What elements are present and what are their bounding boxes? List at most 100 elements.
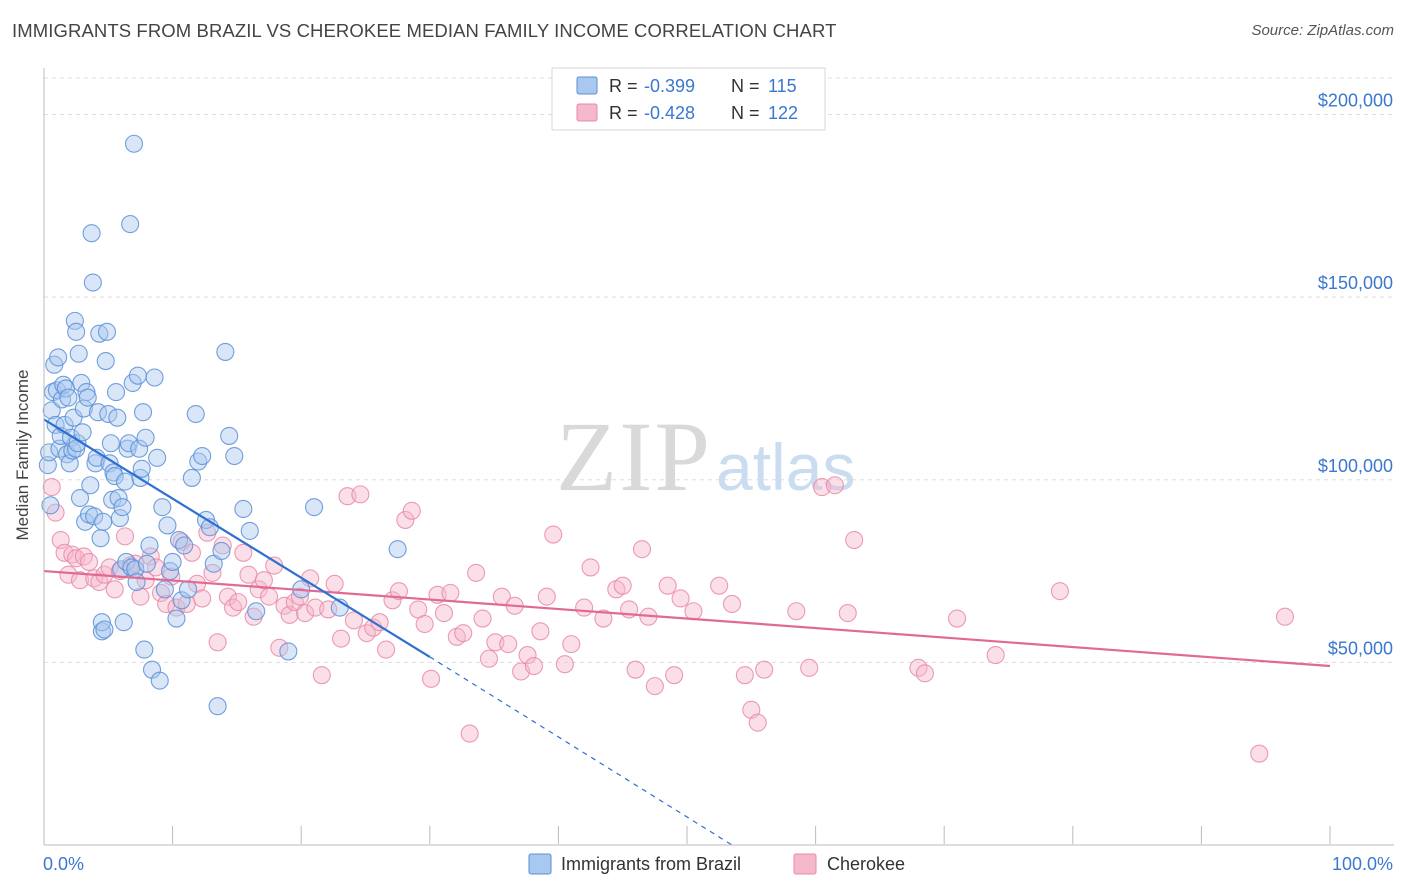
brazil-point xyxy=(121,215,140,234)
brazil-point xyxy=(105,467,124,486)
stats-legend-box xyxy=(551,67,826,131)
brazil-point xyxy=(212,541,231,561)
brazil-point xyxy=(234,499,253,519)
brazil-point xyxy=(388,540,407,559)
stats-legend: R = -0.399 N = 115 R = -0.428 N = 122 xyxy=(551,67,826,131)
legend-r-label-brazil: R = xyxy=(609,76,638,96)
brazil-point xyxy=(163,552,182,571)
cherokee-point xyxy=(370,613,389,632)
brazil-point xyxy=(69,344,88,363)
cherokee-point xyxy=(213,536,232,555)
cherokee-point xyxy=(351,485,370,504)
cherokee-point xyxy=(55,543,74,562)
cherokee-point xyxy=(1050,582,1069,601)
cherokee-point xyxy=(645,677,664,696)
cherokee-point xyxy=(665,666,684,685)
legend-n-value-brazil: 115 xyxy=(768,76,797,96)
brazil-point xyxy=(305,498,324,517)
brazil-point xyxy=(127,572,146,592)
brazil-trend-line xyxy=(43,418,431,658)
cherokee-point xyxy=(467,563,486,582)
brazil-point xyxy=(150,671,169,690)
cherokee-point xyxy=(986,646,1005,665)
x-tick-label-max: 100.0% xyxy=(1332,854,1393,874)
cherokee-point xyxy=(115,527,135,546)
chart-source: Source: ZipAtlas.com xyxy=(1251,22,1394,39)
cherokee-point xyxy=(671,589,690,608)
legend-swatch-cherokee xyxy=(576,103,598,122)
cherokee-point xyxy=(594,609,613,628)
cherokee-point xyxy=(259,587,279,606)
brazil-point xyxy=(91,529,110,548)
brazil-point xyxy=(73,423,92,442)
legend-swatch-brazil xyxy=(576,76,598,95)
cherokee-point xyxy=(389,582,408,601)
cherokee-point xyxy=(441,583,460,603)
legend-n-label-cherokee: N = xyxy=(731,103,760,123)
cherokee-point xyxy=(434,604,453,623)
cherokee-point xyxy=(800,658,819,677)
cherokee-point xyxy=(613,576,632,595)
series-legend-label-cherokee: Cherokee xyxy=(827,854,905,874)
cherokee-point xyxy=(203,563,222,582)
brazil-point xyxy=(68,434,87,453)
cherokee-point xyxy=(275,596,294,615)
cherokee-point xyxy=(748,713,767,732)
cherokee-point xyxy=(479,649,499,668)
brazil-point xyxy=(94,512,113,531)
cherokee-point xyxy=(79,552,99,571)
cherokee-point xyxy=(1275,607,1295,626)
cherokee-point xyxy=(42,478,61,497)
brazil-point xyxy=(137,554,156,573)
cherokee-point xyxy=(319,600,338,619)
cherokee-point xyxy=(234,543,253,562)
brazil-point xyxy=(130,439,149,458)
watermark: ZIP atlas xyxy=(556,401,855,512)
series-legend: Immigrants from Brazil Cherokee xyxy=(528,853,905,875)
cherokee-point xyxy=(518,646,537,665)
cherokee-point xyxy=(555,655,574,674)
brazil-point xyxy=(133,403,153,422)
brazil-point xyxy=(103,490,122,509)
brazil-point xyxy=(175,536,194,555)
legend-r-label-cherokee: R = xyxy=(609,103,638,123)
cherokee-point xyxy=(415,614,434,634)
brazil-point xyxy=(90,324,109,343)
y-tick-label: $200,000 xyxy=(1318,91,1393,111)
brazil-point xyxy=(97,322,117,341)
brazil-point xyxy=(64,408,83,427)
series-cherokee-points xyxy=(42,476,1295,763)
cherokee-point xyxy=(193,589,212,608)
series-legend-label-brazil: Immigrants from Brazil xyxy=(561,854,741,874)
brazil-point xyxy=(186,404,205,424)
cherokee-point xyxy=(632,540,652,559)
brazil-point xyxy=(135,640,154,659)
brazil-point xyxy=(178,580,198,599)
cherokee-point xyxy=(402,501,421,520)
cherokee-point xyxy=(249,580,268,599)
x-tick-label-min: 0.0% xyxy=(43,854,84,874)
brazil-point xyxy=(106,383,126,402)
cherokee-point xyxy=(915,664,934,683)
chart-title: IMMIGRANTS FROM BRAZIL VS CHEROKEE MEDIA… xyxy=(12,20,837,41)
brazil-point xyxy=(145,368,164,387)
cherokee-point xyxy=(684,602,703,621)
brazil-point xyxy=(82,224,101,243)
brazil-point xyxy=(92,622,111,641)
brazil-point xyxy=(119,434,138,453)
brazil-point xyxy=(49,348,68,367)
series-legend-swatch-cherokee xyxy=(793,853,817,875)
brazil-point xyxy=(247,602,266,621)
cherokee-point xyxy=(658,576,677,595)
cherokee-point xyxy=(105,580,124,599)
brazil-point xyxy=(83,273,102,292)
cherokee-point xyxy=(1250,744,1269,763)
brazil-point xyxy=(117,552,136,571)
brazil-point xyxy=(220,426,239,445)
cherokee-point xyxy=(157,594,176,613)
grid-lines: $50,000 $100,000 $150,000 $200,000 xyxy=(44,77,1394,663)
series-legend-swatch-brazil xyxy=(528,853,552,875)
cherokee-point xyxy=(531,622,550,641)
legend-r-value-brazil: -0.399 xyxy=(644,76,695,96)
